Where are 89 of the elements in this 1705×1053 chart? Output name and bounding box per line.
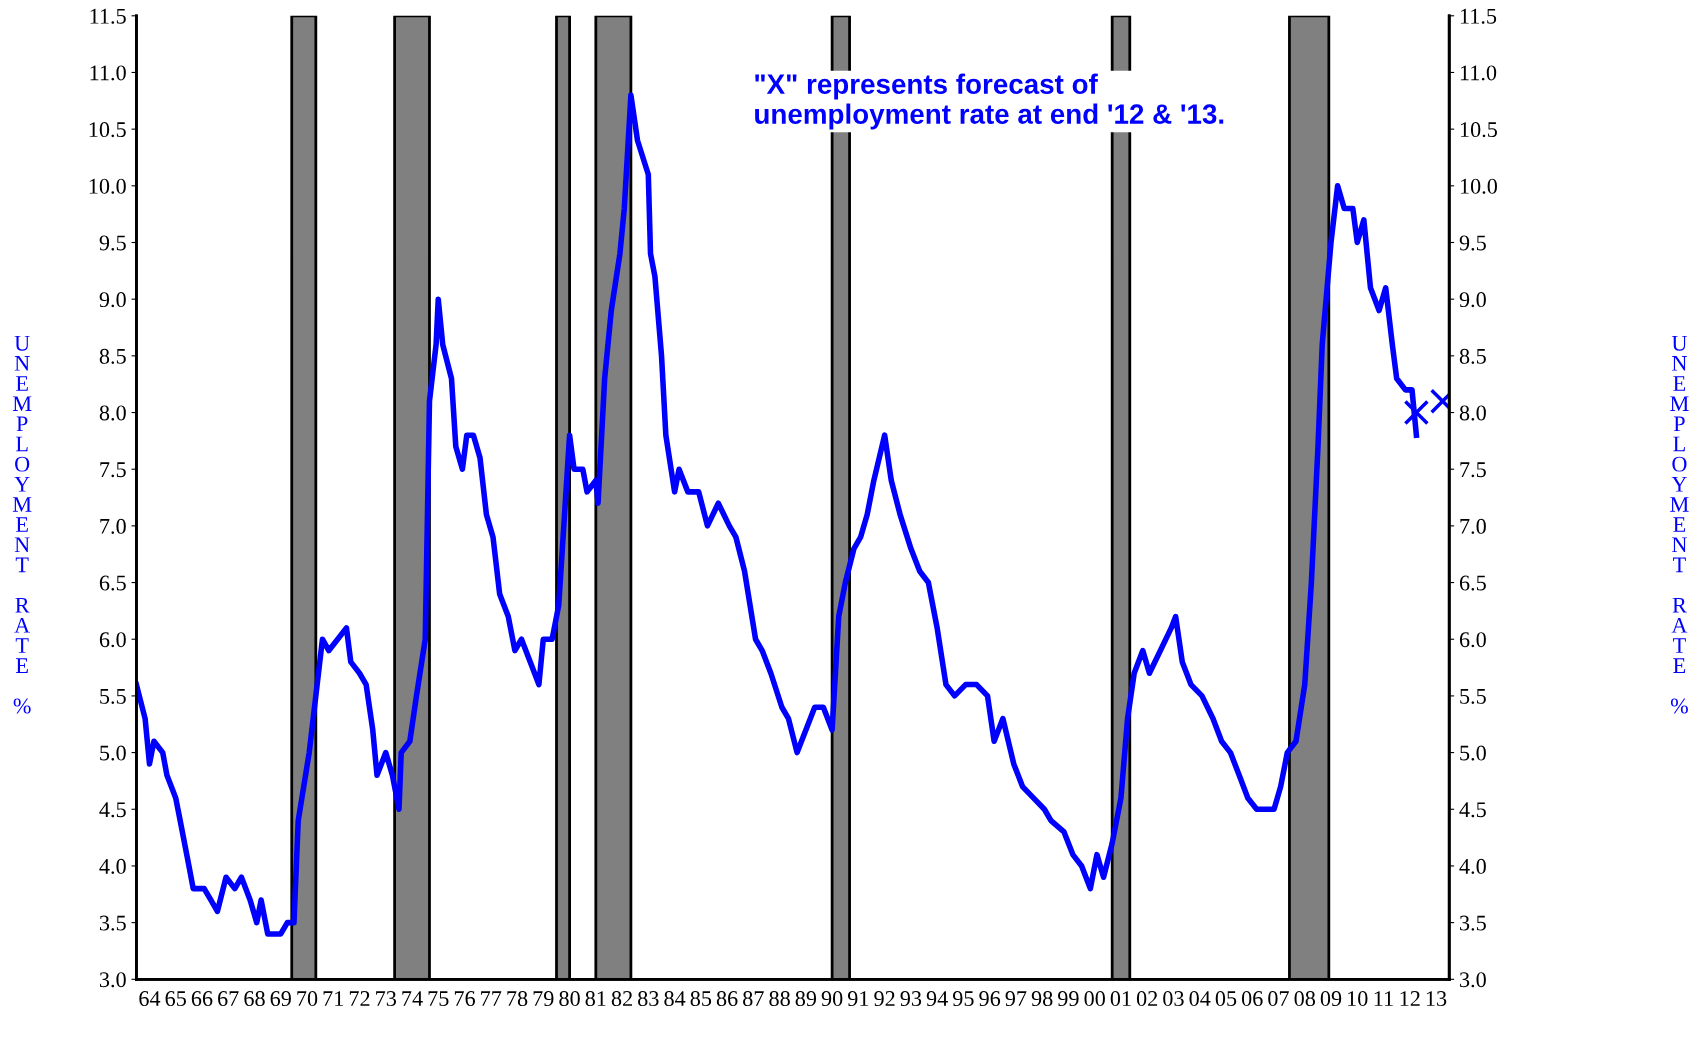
- x-tick-label: 05: [1215, 991, 1237, 1007]
- y2-tick-label: 6.5: [1459, 575, 1486, 591]
- y-tick-label: 7.0: [100, 518, 126, 534]
- y2-tick-label: 3.0: [1460, 972, 1486, 988]
- y2-tick-label: 9.5: [1459, 235, 1486, 251]
- y2-tick-label: 3.5: [1460, 915, 1486, 931]
- x-tick-label: 96: [979, 991, 1001, 1007]
- x-tick-label: 09: [1320, 991, 1342, 1007]
- x-tick-label: 69: [270, 991, 291, 1007]
- x-tick-label: 94: [926, 991, 948, 1007]
- x-tick-label: 84: [664, 991, 686, 1007]
- x-tick-label: 76: [454, 991, 476, 1007]
- y-tick-label: 11.5: [90, 8, 126, 24]
- x-tick-label: 13: [1426, 991, 1447, 1007]
- y2-tick-label: 8.5: [1459, 348, 1486, 364]
- annotation: "X" represents forecast of unemployment rate at end '12 & '13.: [755, 73, 1224, 130]
- x-tick-label: 71: [323, 991, 343, 1006]
- x-tick-label: 99: [1058, 991, 1079, 1007]
- x-tick-label: 90: [821, 991, 843, 1007]
- x-tick-label: 87: [743, 991, 764, 1007]
- y-tick-label: 10.0: [89, 178, 126, 194]
- x-tick-label: 68: [244, 991, 265, 1007]
- x-tick-label: 92: [874, 991, 895, 1007]
- x-tick-label: 97: [1005, 991, 1027, 1007]
- y2-tick-label: 9.0: [1459, 292, 1486, 308]
- x-tick-label: 70: [297, 991, 318, 1007]
- x-tick-label: 85: [690, 991, 712, 1007]
- y-tick-label: 8.5: [99, 348, 126, 364]
- y-tick-label: 6.5: [99, 575, 126, 591]
- x-tick-label: 06: [1241, 991, 1263, 1007]
- y-tick-label: 7.5: [100, 462, 126, 478]
- x-tick-label: 03: [1163, 991, 1184, 1007]
- y-tick-label: 9.5: [99, 235, 126, 251]
- x-tick-label: 07: [1268, 991, 1289, 1007]
- y-tick-label: 11.0: [90, 65, 126, 81]
- y2-tick-label: 8.0: [1459, 405, 1486, 421]
- y2-tick-label: 11.5: [1460, 8, 1497, 24]
- y2-tick-label: 10.0: [1460, 178, 1498, 194]
- y2-tick-label: 5.0: [1460, 745, 1486, 761]
- y-tick-label: 10.5: [89, 122, 126, 138]
- x-tick-label: 86: [716, 991, 738, 1007]
- x-tick-label: 08: [1294, 991, 1316, 1007]
- x-tick-label: 01: [1110, 991, 1131, 1007]
- y2-tick-label: 10.5: [1460, 122, 1497, 138]
- x-tick-label: 88: [769, 991, 790, 1007]
- x-tick-label: 64: [139, 991, 161, 1007]
- x-tick-label: 98: [1031, 991, 1053, 1007]
- y2-tick-label: 4.5: [1459, 802, 1486, 818]
- y-tick-label: 4.0: [99, 858, 126, 874]
- x-tick-label: 78: [507, 991, 528, 1007]
- text: UNEMPLOYMENT RATE %: [1670, 335, 1689, 714]
- x-tick-label: 67: [218, 991, 239, 1007]
- y-tick-label: 3.0: [99, 972, 126, 988]
- y-tick-label: 5.5: [100, 689, 126, 704]
- x-tick-label: 82: [611, 991, 632, 1007]
- x-tick-label: 04: [1189, 991, 1211, 1007]
- y2-tick-label: 6.0: [1459, 632, 1486, 648]
- x-tick-label: 89: [795, 991, 817, 1007]
- text: UNEMPLOYMENT RATE %: [12, 335, 32, 714]
- y-tick-label: 5.0: [100, 745, 126, 761]
- x-tick-label: 80: [559, 991, 580, 1007]
- x-tick-label: 95: [952, 991, 974, 1007]
- y2-tick-label: 4.0: [1459, 858, 1486, 874]
- x-tick-label: 02: [1136, 991, 1158, 1007]
- y2-tick-label: 7.0: [1460, 518, 1486, 534]
- x-tick-label: 72: [349, 991, 370, 1006]
- x-tick-label: 74: [402, 991, 423, 1006]
- x-tick-label: 10: [1348, 991, 1368, 1007]
- y2-tick-label: 11.0: [1460, 65, 1497, 81]
- y2-tick-label: 5.5: [1460, 689, 1486, 704]
- x-tick-label: 77: [481, 991, 502, 1006]
- x-tick-label: 65: [165, 991, 186, 1007]
- x-tick-label: 12: [1400, 991, 1420, 1006]
- x-tick-label: 66: [191, 991, 213, 1007]
- x-tick-label: 73: [376, 991, 397, 1007]
- x-tick-label: 75: [428, 991, 449, 1007]
- y2-tick-label: 7.5: [1460, 462, 1486, 478]
- x-tick-label: 81: [585, 991, 606, 1007]
- x-tick-label: 91: [847, 991, 869, 1007]
- y-tick-label: 9.0: [99, 292, 126, 308]
- x-tick-label: 93: [900, 991, 922, 1007]
- y-tick-label: 4.5: [99, 802, 126, 818]
- x-tick-label: 79: [533, 991, 554, 1007]
- y-tick-label: 3.5: [99, 915, 126, 931]
- y-tick-label: 8.0: [99, 405, 126, 421]
- x-tick-label: 83: [638, 991, 659, 1007]
- y-tick-label: 6.0: [99, 632, 126, 648]
- x-tick-label: 11: [1374, 991, 1393, 1006]
- x-tick-label: 00: [1084, 991, 1105, 1007]
